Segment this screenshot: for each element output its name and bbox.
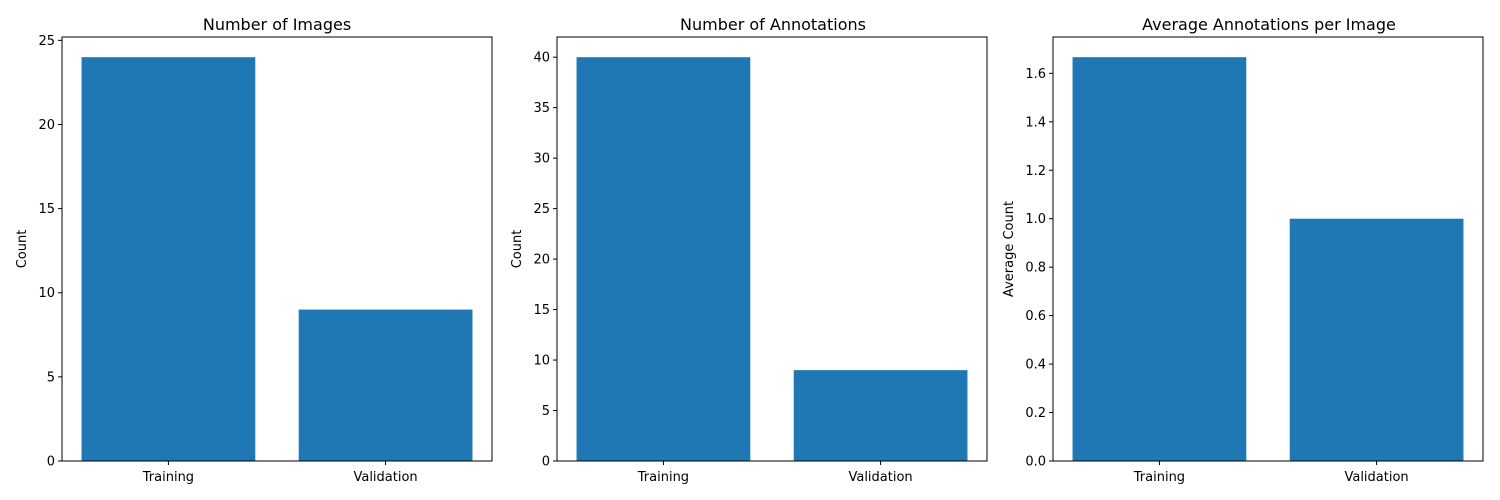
- bar-training: [81, 57, 256, 461]
- subplot-number-of-images: Number of Images Count 0 5 10 15 20 25 Traini…: [15, 15, 493, 485]
- x-tick-label: Validation: [1344, 470, 1408, 485]
- y-tick-label: 10: [533, 354, 550, 369]
- y-ticks-group: 0.0 0.2 0.4 0.6 0.8 1.0 1.2 1.4 1.6: [1025, 67, 1053, 470]
- x-ticks-group: Training Validation: [1133, 461, 1409, 485]
- subplot-number-of-annotations: Number of Annotations Count 0 5 10 15 20 25 30…: [510, 15, 988, 485]
- y-tick-label: 0.0: [1025, 455, 1046, 470]
- y-tick-label: 0.4: [1025, 358, 1046, 373]
- y-tick-label: 5: [47, 370, 55, 385]
- y-axis-label: Count: [15, 230, 30, 269]
- x-tick-label: Training: [1133, 470, 1185, 485]
- x-ticks-group: Training Validation: [142, 461, 418, 485]
- x-tick-label: Training: [637, 470, 689, 485]
- bar-training: [576, 57, 751, 461]
- x-tick-label: Validation: [848, 470, 912, 485]
- y-ticks-group: 0 5 10 15 20 25: [38, 34, 62, 470]
- y-tick-label: 10: [38, 286, 55, 301]
- x-tick-label: Training: [142, 470, 194, 485]
- y-tick-label: 25: [38, 34, 55, 49]
- y-axis-label: Average Count: [1002, 201, 1017, 297]
- plot-frame: [61, 36, 493, 462]
- y-tick-label: 20: [38, 118, 55, 133]
- y-tick-label: 25: [533, 202, 550, 217]
- chart-title: Average Annotations per Image: [1142, 15, 1396, 34]
- bar-validation: [1289, 218, 1464, 461]
- x-ticks-group: Training Validation: [637, 461, 913, 485]
- y-tick-label: 20: [533, 253, 550, 268]
- subplot-average-annotations-per-image: Average Annotations per Image Average Co…: [1002, 15, 1484, 485]
- y-tick-label: 30: [533, 152, 550, 167]
- y-tick-label: 1.6: [1025, 67, 1046, 82]
- y-tick-label: 0.2: [1025, 406, 1046, 421]
- y-tick-label: 15: [533, 303, 550, 318]
- x-tick-label: Validation: [353, 470, 417, 485]
- chart-title: Number of Annotations: [680, 15, 866, 34]
- bar-validation: [793, 370, 968, 461]
- y-tick-label: 5: [542, 404, 550, 419]
- bars-group: [81, 57, 473, 461]
- bars-group: [1072, 57, 1464, 462]
- y-tick-label: 1.0: [1025, 212, 1046, 227]
- y-tick-label: 0.6: [1025, 309, 1046, 324]
- bar-training: [1072, 57, 1247, 462]
- chart-title: Number of Images: [203, 15, 351, 34]
- y-tick-label: 0.8: [1025, 261, 1046, 276]
- plot-frame: [556, 36, 988, 462]
- y-axis-label: Count: [510, 230, 525, 269]
- y-tick-label: 0: [47, 455, 55, 470]
- y-tick-label: 40: [533, 51, 550, 66]
- y-tick-label: 0: [542, 455, 550, 470]
- y-tick-label: 1.4: [1025, 115, 1046, 130]
- y-tick-label: 1.2: [1025, 164, 1046, 179]
- bar-validation: [298, 309, 473, 461]
- plot-frame: [1052, 36, 1484, 462]
- y-ticks-group: 0 5 10 15 20 25 30 35 40: [533, 51, 557, 470]
- y-tick-label: 15: [38, 202, 55, 217]
- bars-group: [576, 57, 968, 461]
- y-tick-label: 35: [533, 101, 550, 116]
